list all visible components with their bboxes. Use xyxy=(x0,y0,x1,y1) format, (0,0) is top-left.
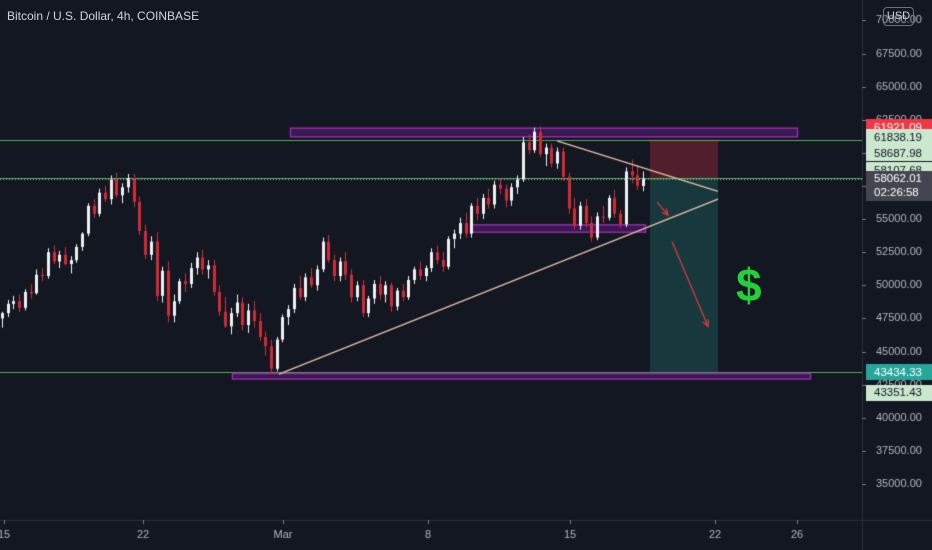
currency-button[interactable]: USD xyxy=(883,7,914,26)
dollar-annotation: $ xyxy=(736,259,762,311)
chart-title: Bitcoin / U.S. Dollar, 4h, COINBASE xyxy=(7,9,200,23)
